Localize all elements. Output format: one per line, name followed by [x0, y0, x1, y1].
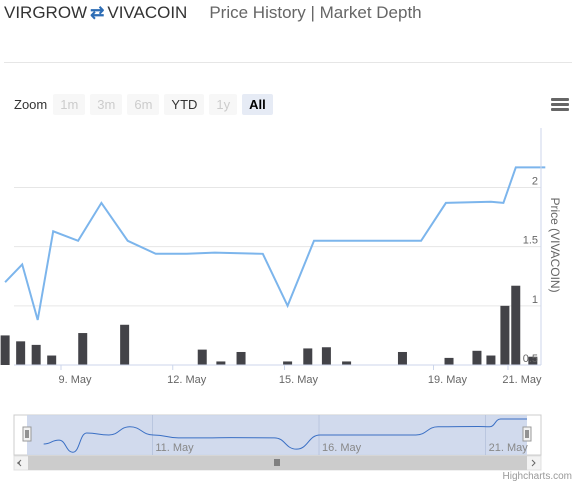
quote-currency: VIVACOIN: [107, 3, 188, 22]
volume-bar: [31, 344, 41, 365]
x-tick-label: 15. May: [279, 374, 319, 386]
volume-bar: [283, 361, 293, 365]
x-tick-label: 19. May: [428, 374, 468, 386]
scroll-right-arrow-icon[interactable]: [531, 459, 536, 467]
scroll-left-arrow-icon[interactable]: [17, 459, 22, 467]
volume-bar: [47, 355, 57, 365]
volume-bar: [486, 355, 496, 365]
zoom-button-all[interactable]: All: [242, 93, 273, 115]
volume-bar: [444, 357, 454, 365]
x-tick-label: 12. May: [167, 374, 207, 386]
navigator-series-line: [43, 418, 527, 453]
navigator-handle-right[interactable]: [522, 426, 532, 442]
volume-bar: [0, 335, 10, 365]
scrollbar[interactable]: [13, 455, 542, 471]
x-tick-label: 21. May: [502, 374, 542, 386]
tab-market-depth[interactable]: Market Depth: [319, 3, 422, 22]
navigator[interactable]: 11. May 16. May 21. May: [13, 414, 542, 456]
zoom-button-3m[interactable]: 3m: [90, 93, 123, 115]
volume-bar: [500, 305, 510, 365]
zoom-button-1y[interactable]: 1y: [209, 93, 238, 115]
zoom-button-6m[interactable]: 6m: [127, 93, 160, 115]
zoom-label: Zoom: [14, 96, 48, 112]
navigator-tick-label: 11. May: [155, 442, 194, 454]
x-axis-ticks: 9. May 12. May 15. May 19. May 21. May: [58, 365, 542, 386]
zoom-button-1m[interactable]: 1m: [53, 93, 86, 115]
x-tick-label: 9. May: [58, 374, 92, 386]
volume-bar: [321, 347, 331, 365]
y-axis-ticks: 0.5 1 1.5 2: [523, 176, 538, 366]
volume-bar: [16, 341, 26, 365]
volume-bar: [78, 333, 88, 365]
volume-bar: [397, 351, 407, 365]
volume-bar: [120, 324, 130, 365]
base-currency: VIRGROW: [4, 3, 88, 22]
chart-header: VIRGROW ⇄ VIVACOIN Price History | Market D…: [4, 2, 572, 23]
y-axis-title: Price (VIVACOIN): [548, 197, 562, 292]
volume-bar: [303, 348, 313, 365]
volume-bar: [197, 349, 207, 365]
highcharts-credit[interactable]: Highcharts.com: [502, 471, 572, 482]
volume-bar: [342, 361, 352, 365]
volume-bar: [472, 350, 482, 365]
navigator-tick-label: 21. May: [489, 442, 529, 454]
volume-bar: [511, 285, 521, 365]
y-tick-label: 2: [532, 176, 538, 188]
swap-icon[interactable]: ⇄: [90, 3, 105, 22]
header-divider: [4, 62, 572, 63]
tab-price-history[interactable]: Price History: [209, 3, 306, 22]
grid-lines: [14, 187, 541, 366]
volume-bar: [216, 361, 226, 365]
y-tick-label: 1: [532, 294, 538, 306]
range-selector: Zoom 1m 3m 6m YTD 1y All: [14, 93, 278, 115]
hamburger-menu-icon[interactable]: [551, 98, 569, 112]
navigator-handle-left[interactable]: [22, 426, 32, 442]
price-series-line: [4, 166, 546, 321]
tab-separator: |: [310, 3, 315, 22]
volume-series: [0, 285, 538, 365]
volume-bar: [528, 356, 538, 365]
y-tick-label: 0.5: [523, 353, 538, 365]
navigator-tick-label: 16. May: [322, 442, 362, 454]
zoom-button-ytd[interactable]: YTD: [164, 93, 205, 115]
volume-bar: [236, 351, 246, 365]
y-tick-label: 1.5: [523, 235, 538, 247]
